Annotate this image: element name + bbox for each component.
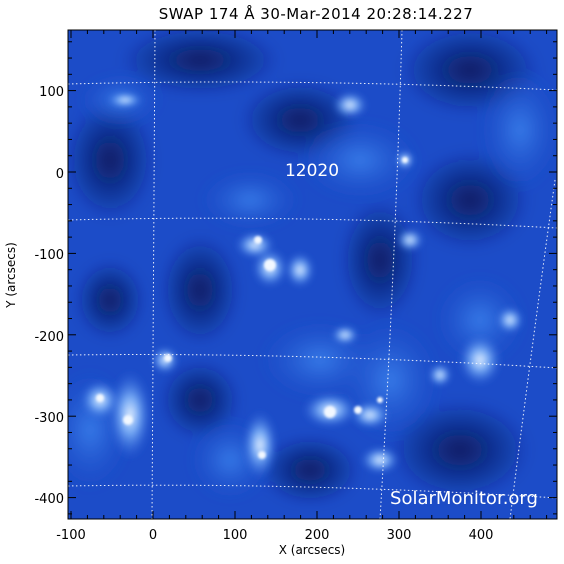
axis-ticks (68, 30, 557, 519)
plot-frame (67, 29, 558, 520)
grid-line (68, 81, 557, 91)
y-tick-label: -100 (34, 248, 64, 263)
x-tick-labels: -100 0 100 200 300 400 (56, 528, 493, 543)
y-tick-label: 0 (56, 167, 64, 182)
x-tick-label: 0 (149, 528, 157, 543)
x-tick-label: 200 (305, 528, 330, 543)
watermark: SolarMonitor.org (390, 488, 538, 509)
grid-line (68, 354, 557, 369)
grid-line (151, 30, 156, 519)
x-axis-label: X (arcsecs) (279, 543, 346, 557)
y-tick-label: -400 (34, 492, 64, 507)
grid-line (509, 179, 556, 519)
x-tick-label: 100 (223, 528, 248, 543)
y-tick-label: -300 (34, 411, 64, 426)
grid-line (68, 217, 557, 229)
solar-euv-image (68, 30, 557, 519)
coordinate-grid (68, 30, 557, 519)
x-tick-label: 300 (387, 528, 412, 543)
x-tick-label: -100 (56, 528, 86, 543)
image-title: SWAP 174 Å 30-Mar-2014 20:28:14.227 (159, 4, 474, 23)
y-tick-labels: 100 0 -100 -200 -300 -400 (34, 85, 64, 507)
x-tick-label: 400 (469, 528, 494, 543)
active-region-label: 12020 (285, 161, 339, 181)
y-axis-label: Y (arcsecs) (4, 242, 18, 309)
y-tick-label: -200 (34, 330, 64, 345)
grid-line (68, 484, 557, 499)
grid-line (379, 30, 403, 519)
y-tick-label: 100 (39, 85, 64, 100)
